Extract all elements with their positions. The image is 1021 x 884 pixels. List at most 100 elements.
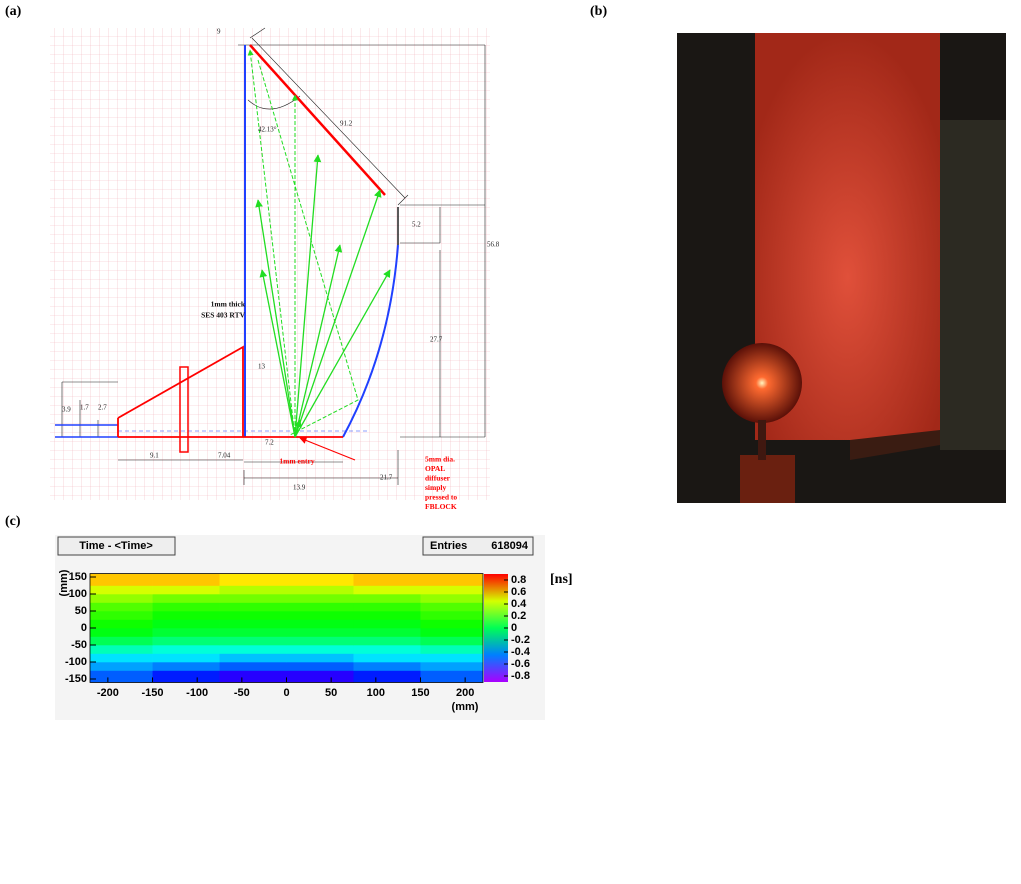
heat-cell (353, 619, 421, 629)
z-tick-label: 0.4 (511, 598, 527, 610)
z-tick-label: -0.8 (511, 670, 530, 682)
y-tick-label: -50 (71, 639, 87, 651)
z-tick-label: -0.4 (511, 646, 531, 658)
heat-cell (219, 636, 287, 646)
dimension-label: 7.04 (218, 452, 231, 460)
heat-cell (286, 585, 354, 595)
heat-cell (353, 594, 421, 603)
heat-cell (219, 670, 287, 683)
heat-cell (219, 594, 287, 603)
dimension-lines (61, 27, 486, 485)
x-tick-label: 150 (411, 687, 429, 699)
heat-cell (152, 662, 220, 671)
fiber (55, 424, 118, 438)
heat-cell (152, 628, 220, 637)
stats-box (422, 536, 534, 556)
rays (255, 154, 391, 438)
heat-cell (420, 611, 484, 620)
heat-cell (420, 636, 484, 646)
heat-cell (152, 653, 220, 663)
y-tick-label: 100 (69, 588, 87, 600)
dimension-label: 9 (217, 28, 221, 36)
heat-cell (90, 670, 153, 683)
x-tick-label: -150 (142, 687, 164, 699)
heat-cell (286, 645, 354, 654)
heat-cell (420, 645, 484, 654)
x-tick-label: -200 (97, 687, 119, 699)
x-tick-label: -100 (186, 687, 208, 699)
reflected-rays (247, 49, 359, 438)
heat-cell (286, 573, 354, 586)
red-outline (117, 345, 343, 438)
x-tick-label: -50 (234, 687, 250, 699)
heat-cell (90, 602, 153, 612)
heat-cell (219, 628, 287, 637)
chart-title: Time - <Time> (79, 540, 153, 552)
heat-cell (152, 602, 220, 612)
heat-cell (152, 585, 220, 595)
heat-cell (420, 585, 484, 595)
dimension-label: 91.2 (340, 120, 353, 128)
entry-note: 1mm entry (279, 457, 314, 466)
heat-cell (353, 670, 421, 683)
heat-cell (286, 653, 354, 663)
heat-cell (286, 636, 354, 646)
dimension-label: 7.2 (265, 439, 274, 447)
heat-cell (152, 611, 220, 620)
panel-label: (a) (5, 4, 22, 19)
heat-cell (353, 585, 421, 595)
dimension-label: 27.7 (430, 336, 443, 344)
y-tick-label: 50 (75, 605, 87, 617)
heat-cell (90, 645, 153, 654)
diffuser-note: FBLOCK (425, 502, 457, 511)
z-tick-label: 0.6 (511, 586, 526, 598)
x-tick-label: 100 (367, 687, 385, 699)
dimension-label: 13 (258, 363, 266, 371)
dimension-label: 3.9 (62, 406, 71, 414)
photo (677, 33, 1006, 503)
dimension-label: 42.13° (258, 126, 277, 134)
diffuser-note: diffuser (425, 474, 451, 483)
z-label: [ns] (550, 572, 573, 587)
heat-cell (286, 670, 354, 683)
rtv-note: 1mm thick (211, 300, 246, 309)
pointer (299, 437, 356, 461)
heat-cell (353, 628, 421, 637)
heat-cell (420, 670, 484, 683)
heat-cell (219, 611, 287, 620)
heat-cell (152, 594, 220, 603)
diffuser-note: OPAL (425, 464, 445, 473)
heat-cell (90, 619, 153, 629)
heat-cell (90, 611, 153, 620)
rtv-note: SES 403 RTV (201, 311, 245, 320)
heat-cell (90, 573, 153, 586)
heat-cell (420, 662, 484, 671)
dimension-label: 21.7 (380, 474, 393, 482)
heat-cell (90, 594, 153, 603)
diffuser-note: pressed to (425, 493, 457, 502)
diagram (50, 27, 490, 500)
heat-cell (420, 619, 484, 629)
z-tick-label: 0 (511, 622, 517, 634)
heat-cell (219, 619, 287, 629)
y-tick-label: -100 (65, 656, 87, 668)
heat-cell (219, 645, 287, 654)
heat-cell (90, 628, 153, 637)
heat-cell (152, 573, 220, 586)
panel-label: (c) (5, 514, 21, 529)
heat-cell (420, 602, 484, 612)
heat-cell (219, 573, 287, 586)
dimension-label: 9.1 (150, 452, 159, 460)
heat-cell (219, 653, 287, 663)
heat-cell (152, 619, 220, 629)
dimension-label: 56.8 (487, 241, 500, 249)
heat-cell (219, 602, 287, 612)
blue-curve (342, 244, 399, 438)
heat-cell (420, 594, 484, 603)
y-tick-label: 0 (81, 622, 87, 634)
heat-cell (286, 619, 354, 629)
heat-cell (90, 653, 153, 663)
grid-paper (50, 28, 490, 500)
diffuser-note: 5mm dia. (425, 455, 455, 464)
dimension-label: 1.7 (80, 404, 89, 412)
